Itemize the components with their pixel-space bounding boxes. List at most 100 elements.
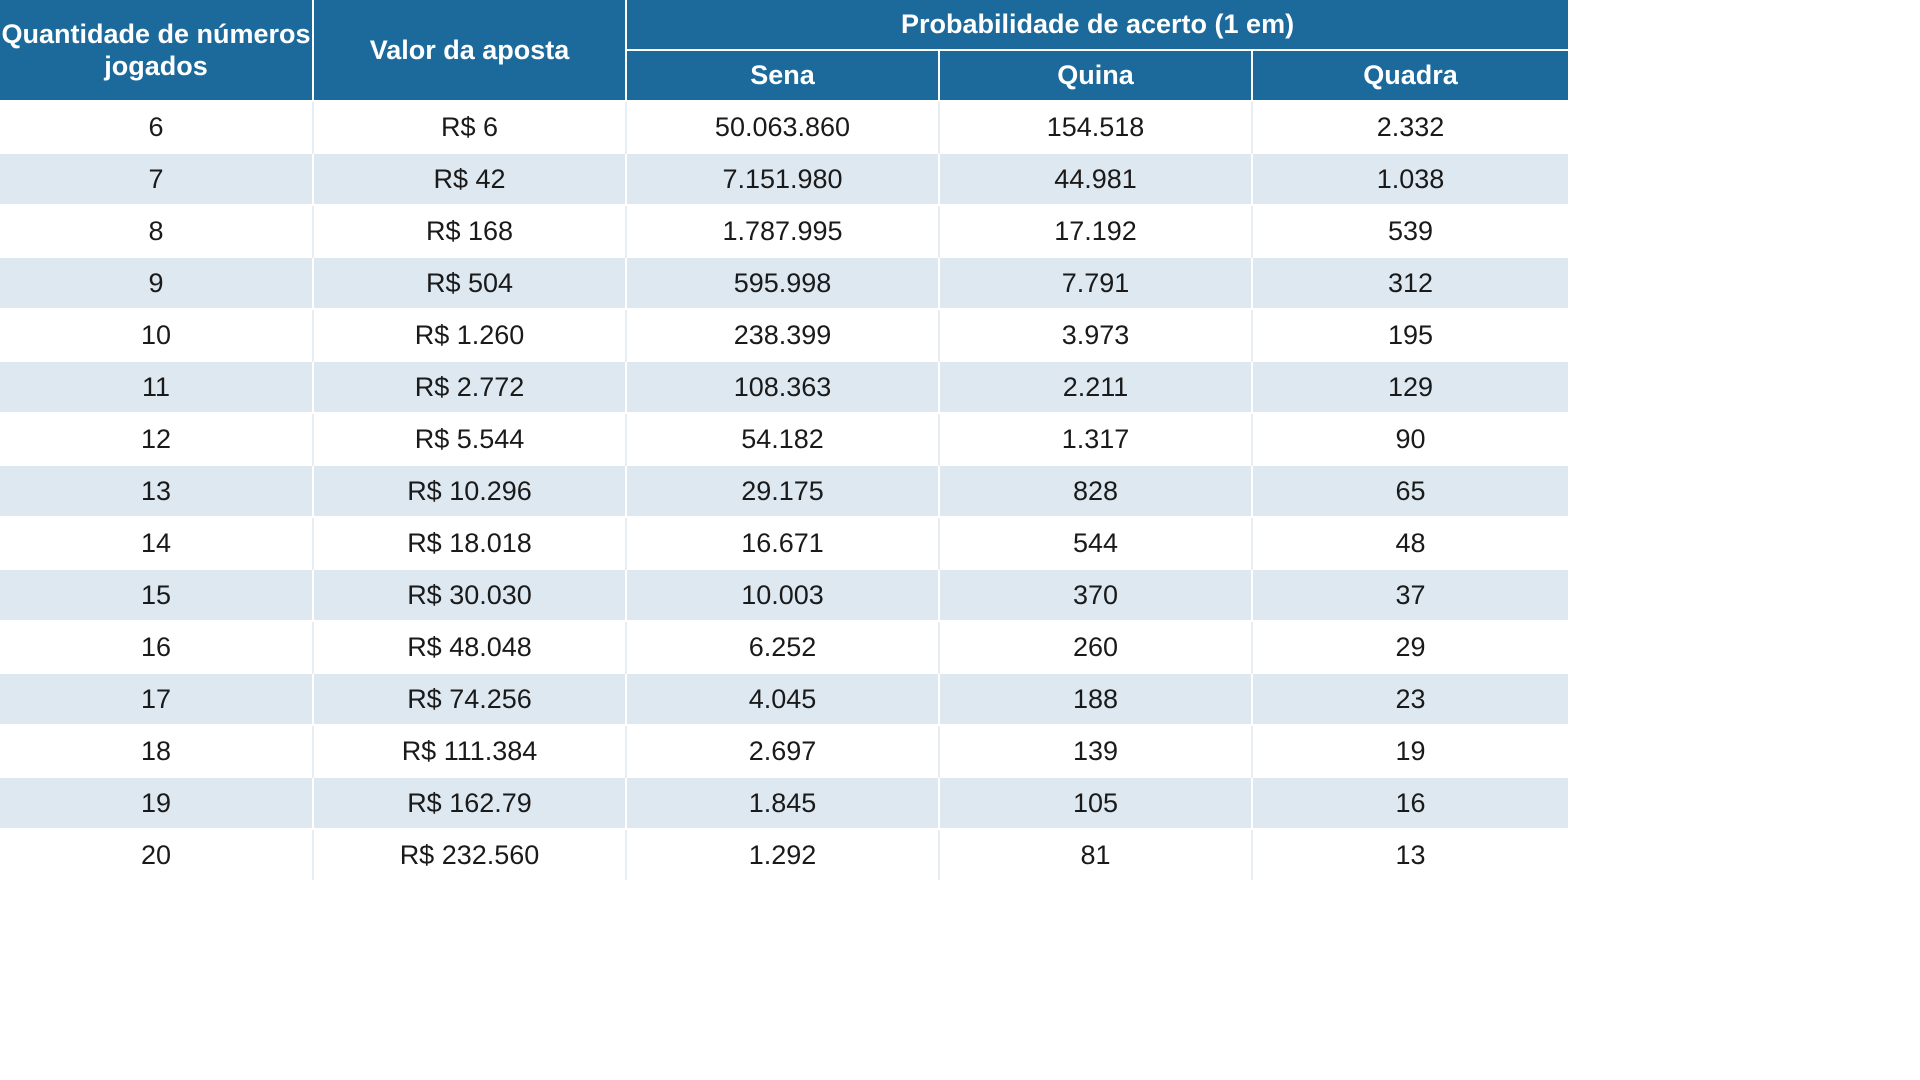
cell-quina: 17.192 (939, 204, 1253, 257)
table-row: 14 R$ 18.018 16.671 544 48 (0, 516, 1569, 569)
cell-quina: 3.973 (939, 308, 1253, 361)
cell-quantity: 7 (0, 152, 314, 205)
table-body: 6 R$ 6 50.063.860 154.518 2.332 7 R$ 42 7.151.9… (0, 100, 1569, 880)
cell-quantity: 19 (0, 776, 314, 829)
cell-quantity: 12 (0, 412, 314, 465)
header-probability-group: Probabilidade de acerto (1 em) (626, 0, 1569, 51)
cell-quantity: 13 (0, 464, 314, 517)
cell-quantity: 10 (0, 308, 314, 361)
cell-bet-value: R$ 504 (313, 256, 627, 309)
cell-quadra: 48 (1252, 516, 1569, 569)
cell-quadra: 129 (1252, 360, 1569, 413)
cell-quantity: 9 (0, 256, 314, 309)
cell-quantity: 18 (0, 724, 314, 777)
cell-quantity: 8 (0, 204, 314, 257)
table-row: 11 R$ 2.772 108.363 2.211 129 (0, 360, 1569, 413)
cell-quadra: 1.038 (1252, 152, 1569, 205)
cell-sena: 7.151.980 (626, 152, 940, 205)
cell-bet-value: R$ 232.560 (313, 828, 627, 880)
cell-sena: 1.787.995 (626, 204, 940, 257)
cell-bet-value: R$ 18.018 (313, 516, 627, 569)
cell-quadra: 195 (1252, 308, 1569, 361)
cell-quadra: 2.332 (1252, 100, 1569, 153)
cell-quina: 81 (939, 828, 1253, 880)
odds-table: Quantidade de números jogados Valor da a… (0, 0, 1569, 880)
cell-quantity: 15 (0, 568, 314, 621)
cell-quina: 260 (939, 620, 1253, 673)
cell-quina: 370 (939, 568, 1253, 621)
header-row-top: Quantidade de números jogados Valor da a… (0, 0, 1569, 102)
cell-quina: 7.791 (939, 256, 1253, 309)
cell-quina: 154.518 (939, 100, 1253, 153)
cell-quadra: 539 (1252, 204, 1569, 257)
cell-sena: 1.292 (626, 828, 940, 880)
cell-sena: 4.045 (626, 672, 940, 725)
table-row: 9 R$ 504 595.998 7.791 312 (0, 256, 1569, 309)
cell-sena: 2.697 (626, 724, 940, 777)
cell-bet-value: R$ 30.030 (313, 568, 627, 621)
cell-sena: 108.363 (626, 360, 940, 413)
cell-bet-value: R$ 2.772 (313, 360, 627, 413)
header-sena: Sena (626, 49, 940, 101)
cell-bet-value: R$ 162.79 (313, 776, 627, 829)
cell-sena: 50.063.860 (626, 100, 940, 153)
table-row: 10 R$ 1.260 238.399 3.973 195 (0, 308, 1569, 361)
cell-quina: 139 (939, 724, 1253, 777)
cell-quina: 828 (939, 464, 1253, 517)
header-quina: Quina (939, 49, 1253, 101)
table-row: 8 R$ 168 1.787.995 17.192 539 (0, 204, 1569, 257)
cell-quadra: 90 (1252, 412, 1569, 465)
table-row: 17 R$ 74.256 4.045 188 23 (0, 672, 1569, 725)
cell-quina: 105 (939, 776, 1253, 829)
cell-quadra: 312 (1252, 256, 1569, 309)
cell-quadra: 29 (1252, 620, 1569, 673)
header-quantity: Quantidade de números jogados (0, 0, 314, 102)
header-quadra: Quadra (1252, 49, 1569, 101)
cell-sena: 10.003 (626, 568, 940, 621)
cell-quantity: 6 (0, 100, 314, 153)
cell-bet-value: R$ 6 (313, 100, 627, 153)
table-row: 15 R$ 30.030 10.003 370 37 (0, 568, 1569, 621)
header-row-sub: Sena Quina Quadra (0, 49, 1569, 101)
cell-bet-value: R$ 168 (313, 204, 627, 257)
cell-quina: 544 (939, 516, 1253, 569)
cell-bet-value: R$ 111.384 (313, 724, 627, 777)
cell-bet-value: R$ 42 (313, 152, 627, 205)
cell-sena: 595.998 (626, 256, 940, 309)
cell-quadra: 13 (1252, 828, 1569, 880)
cell-bet-value: R$ 48.048 (313, 620, 627, 673)
cell-quina: 188 (939, 672, 1253, 725)
cell-quantity: 20 (0, 828, 314, 880)
table-row: 20 R$ 232.560 1.292 81 13 (0, 828, 1569, 880)
cell-quantity: 16 (0, 620, 314, 673)
cell-quantity: 17 (0, 672, 314, 725)
table-row: 18 R$ 111.384 2.697 139 19 (0, 724, 1569, 777)
header-bet-value: Valor da aposta (313, 0, 627, 102)
cell-quina: 1.317 (939, 412, 1253, 465)
cell-quadra: 23 (1252, 672, 1569, 725)
cell-quina: 2.211 (939, 360, 1253, 413)
cell-bet-value: R$ 74.256 (313, 672, 627, 725)
table-row: 19 R$ 162.79 1.845 105 16 (0, 776, 1569, 829)
cell-sena: 6.252 (626, 620, 940, 673)
cell-quantity: 14 (0, 516, 314, 569)
cell-bet-value: R$ 10.296 (313, 464, 627, 517)
cell-quadra: 65 (1252, 464, 1569, 517)
cell-sena: 238.399 (626, 308, 940, 361)
cell-sena: 29.175 (626, 464, 940, 517)
table-header: Quantidade de números jogados Valor da a… (0, 0, 1569, 102)
table-row: 13 R$ 10.296 29.175 828 65 (0, 464, 1569, 517)
table-row: 12 R$ 5.544 54.182 1.317 90 (0, 412, 1569, 465)
cell-bet-value: R$ 5.544 (313, 412, 627, 465)
cell-quantity: 11 (0, 360, 314, 413)
cell-bet-value: R$ 1.260 (313, 308, 627, 361)
table-row: 16 R$ 48.048 6.252 260 29 (0, 620, 1569, 673)
cell-sena: 54.182 (626, 412, 940, 465)
cell-quadra: 37 (1252, 568, 1569, 621)
table-row: 7 R$ 42 7.151.980 44.981 1.038 (0, 152, 1569, 205)
cell-quadra: 19 (1252, 724, 1569, 777)
cell-sena: 16.671 (626, 516, 940, 569)
table-row: 6 R$ 6 50.063.860 154.518 2.332 (0, 100, 1569, 153)
cell-quadra: 16 (1252, 776, 1569, 829)
cell-quina: 44.981 (939, 152, 1253, 205)
